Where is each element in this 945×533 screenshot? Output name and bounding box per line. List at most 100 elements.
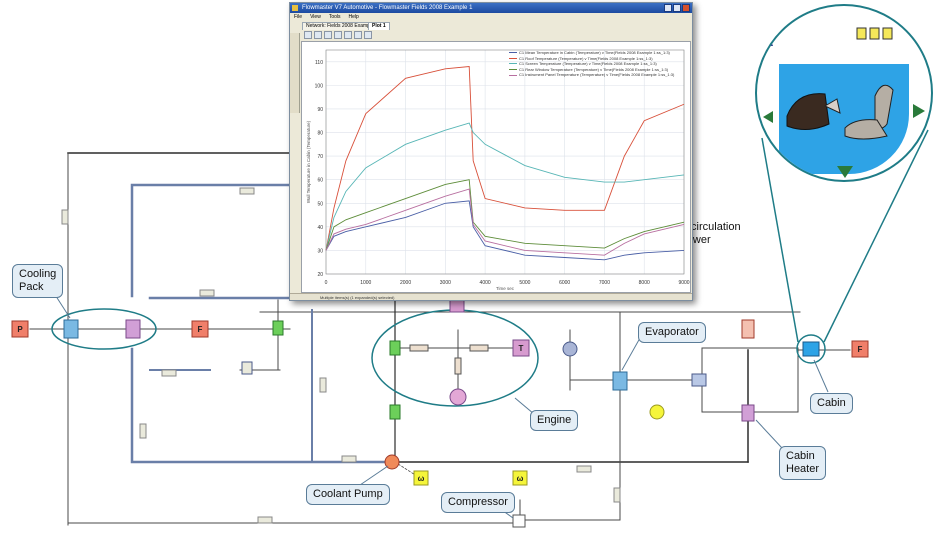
y-tick-label: 30	[317, 248, 323, 254]
pipe-radiator-upper	[130, 183, 297, 298]
engine-temp-node[interactable]	[512, 339, 530, 357]
plot-frame	[325, 49, 685, 275]
callout-coolant-pump: Coolant Pump	[306, 484, 390, 505]
toolbar-button-1[interactable]	[304, 31, 312, 39]
series-line-3	[325, 122, 685, 251]
y-tick-label: 90	[317, 107, 323, 113]
toolbar-button-4[interactable]	[334, 31, 342, 39]
compressor-node[interactable]	[512, 514, 526, 528]
maximize-icon[interactable]	[673, 4, 681, 12]
engine-resistor-v[interactable]	[454, 357, 462, 375]
engine-resistor-2[interactable]	[469, 344, 489, 352]
nav-left-icon[interactable]	[763, 111, 773, 123]
engine-top-node[interactable]	[449, 299, 465, 313]
nav-right-icon[interactable]	[913, 104, 925, 118]
pressure-label: P	[17, 325, 23, 334]
y-tick-label: 100	[315, 83, 324, 89]
callout-engine: Engine	[530, 410, 579, 431]
blower-fan[interactable]	[649, 404, 665, 420]
menu-file[interactable]: File	[294, 14, 303, 20]
legend-item-3: C1 Screen Temperature (Temperature) v Ti…	[509, 61, 674, 67]
nav-up-icon[interactable]	[765, 36, 773, 46]
seat-indicator-3-icon	[882, 27, 893, 40]
tag-1	[239, 187, 255, 195]
evap-sensor[interactable]	[562, 341, 578, 357]
toolbar-button-3[interactable]	[324, 31, 332, 39]
radiator[interactable]	[63, 319, 79, 339]
toolbar-button-6[interactable]	[354, 31, 362, 39]
recirc-mixer[interactable]	[691, 373, 707, 387]
plot-toolbar	[300, 30, 692, 40]
x-tick-label: 1000	[360, 280, 371, 286]
plot-side-panel[interactable]	[290, 33, 300, 113]
legend-label: C1 Instrument Panel Temperature (Tempera…	[519, 72, 675, 78]
pipe-lower-cold	[130, 347, 392, 464]
coolant-pump[interactable]	[384, 454, 400, 470]
menu-view[interactable]: View	[310, 14, 321, 20]
legend-label: C1 Roof Temperature (Temperature) v Time…	[519, 55, 653, 61]
zoom-connector-right	[823, 129, 929, 343]
y-tick-label: 110	[315, 60, 323, 66]
engine-block-left[interactable]	[389, 340, 401, 356]
tag-5	[139, 423, 147, 439]
cabin-node[interactable]	[802, 341, 820, 357]
plot-window-titlebar[interactable]: Flowmaster V7 Automotive - Flowmaster Fi…	[290, 3, 692, 13]
tag-8	[257, 516, 273, 524]
tag-3	[161, 369, 177, 377]
air-valve[interactable]	[741, 319, 755, 339]
cabin-zoom-view	[755, 4, 933, 182]
omega-label-2: ω	[517, 474, 524, 483]
omega-source-2[interactable]	[512, 470, 528, 486]
callout-cooling-pack: Cooling Pack	[12, 264, 64, 298]
y-tick-label: 70	[317, 154, 323, 160]
temperature-chart: 0 1000 2000 3000 4000 5000 6000 7000 8000 9000 20 3…	[306, 49, 690, 291]
flow-sink-left[interactable]	[191, 320, 209, 338]
engine-resistor-1[interactable]	[409, 344, 429, 352]
cabin-zoom-graphics	[763, 27, 925, 178]
pointer-evaporator	[621, 337, 641, 371]
tab-plot[interactable]: Plot 1	[368, 22, 390, 30]
legend-item-2: C1 Roof Temperature (Temperature) v Time…	[509, 56, 674, 62]
close-icon[interactable]	[682, 4, 690, 12]
toolbar-button-2[interactable]	[314, 31, 322, 39]
toolbar-button-7[interactable]	[364, 31, 372, 39]
toolbar-button-5[interactable]	[344, 31, 352, 39]
plot-window[interactable]: Flowmaster V7 Automotive - Flowmaster Fi…	[289, 2, 693, 301]
valve-green-left[interactable]	[272, 320, 284, 336]
x-tick-label: 5000	[519, 280, 530, 286]
cabin-heater[interactable]	[741, 404, 755, 422]
y-tick-label: 40	[317, 225, 323, 231]
series-line-1	[325, 200, 685, 261]
tag-4	[319, 377, 327, 393]
cooling-pack-ellipse[interactable]	[51, 308, 157, 350]
valve-green-engine[interactable]	[389, 404, 401, 420]
legend-swatch	[509, 69, 517, 71]
series-line-5	[325, 188, 685, 256]
legend-swatch	[509, 57, 517, 59]
menu-help[interactable]: Help	[348, 14, 359, 20]
pressure-source[interactable]	[11, 320, 29, 338]
y-tick-label: 60	[317, 178, 323, 184]
omega-label-1: ω	[418, 474, 425, 483]
seat-indicator-2-icon	[869, 27, 880, 40]
junction-small[interactable]	[241, 361, 253, 375]
condenser[interactable]	[125, 319, 141, 339]
nav-down-icon[interactable]	[837, 166, 853, 178]
x-tick-label: 6000	[559, 280, 570, 286]
legend-label: C1 Screen Temperature (Temperature) v Ti…	[519, 61, 657, 67]
callout-evaporator: Evaporator	[638, 322, 706, 343]
components	[11, 187, 869, 528]
cabin-zoom-circle-small[interactable]	[796, 334, 826, 364]
omega-source-1[interactable]	[413, 470, 429, 486]
flow-label-right: F	[858, 345, 863, 354]
evaporator[interactable]	[612, 371, 628, 391]
legend-item-1: C1 Mean Temperature in Cabin (Temperatur…	[509, 50, 674, 56]
legend-swatch	[509, 74, 517, 76]
menu-tools[interactable]: Tools	[328, 14, 341, 20]
y-axis-label: Wall Temperature in Cabin (Temperature)	[306, 120, 311, 203]
air-loop-cabin	[701, 347, 799, 413]
x-tick-label: 7000	[599, 280, 610, 286]
flow-sink-right[interactable]	[851, 340, 869, 358]
minimize-icon[interactable]	[664, 4, 672, 12]
engine-heat-mass[interactable]	[449, 388, 467, 406]
